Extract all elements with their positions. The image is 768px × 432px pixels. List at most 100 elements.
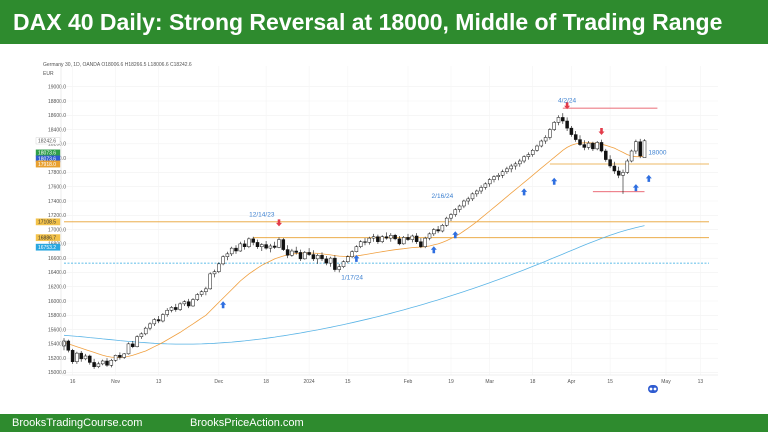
candle — [453, 208, 458, 217]
candle-body-bull — [354, 246, 359, 252]
candle — [113, 354, 118, 362]
candle-body-bear — [324, 258, 329, 264]
candle — [311, 250, 316, 261]
candle — [70, 348, 75, 364]
candle-body-bull — [466, 198, 470, 202]
price-label-text: 16753.2 — [38, 245, 56, 251]
buy-arrow — [452, 231, 459, 239]
price-label-box — [35, 137, 61, 145]
price-label-text: 17918.0 — [38, 162, 56, 168]
candle-body-bull — [457, 205, 462, 210]
candle-body-bear — [66, 340, 71, 351]
candle — [363, 238, 367, 246]
candle — [122, 353, 126, 359]
candle-body-bear — [569, 127, 574, 135]
candle-body-bull — [341, 261, 346, 267]
time-tick: 13 — [156, 379, 162, 385]
candle — [341, 260, 346, 269]
price-tick: 19000.0 — [48, 85, 66, 91]
time-tick: 18 — [530, 379, 536, 385]
candle-body-bull — [401, 237, 406, 245]
time-tick: 18 — [263, 379, 269, 385]
candle — [264, 241, 268, 250]
candle — [165, 308, 169, 317]
candle — [139, 332, 144, 339]
candle — [595, 141, 599, 151]
candle-body-bull — [229, 247, 234, 255]
candle-body-bear — [234, 247, 238, 252]
candle-body-bull — [492, 176, 496, 180]
candle-body-bear — [281, 239, 286, 250]
candle-body-bull — [539, 140, 544, 147]
candle-body-bear — [333, 257, 337, 270]
time-tick: Mar — [485, 379, 494, 385]
candle — [161, 313, 165, 323]
price-label: 18242.6 — [35, 137, 61, 145]
candle — [143, 326, 148, 336]
candle — [109, 358, 114, 368]
candle — [328, 256, 333, 267]
candle — [556, 115, 561, 126]
candle — [449, 213, 453, 221]
candle — [638, 138, 642, 159]
candle-body-bull — [260, 244, 264, 247]
candle — [380, 235, 384, 244]
candle-body-bull — [221, 256, 225, 265]
candle-body-bull — [337, 266, 341, 270]
price-tick: 15000.0 — [48, 370, 66, 376]
candle — [548, 128, 552, 140]
candle — [384, 232, 389, 240]
candle-body-bear — [561, 117, 565, 122]
candle-body-bear — [242, 243, 247, 247]
candle-body-bear — [118, 355, 122, 358]
buy-arrow — [521, 188, 528, 196]
candle — [294, 246, 298, 255]
candle — [552, 121, 556, 131]
candle-body-bear — [320, 255, 324, 260]
chart-settings-button[interactable] — [648, 385, 658, 393]
candle — [75, 351, 79, 364]
price-tick: 15200.0 — [48, 356, 66, 362]
candle — [354, 245, 359, 253]
candle — [148, 322, 152, 331]
candle-body-bear — [612, 165, 617, 172]
candle — [105, 358, 109, 367]
candle — [518, 158, 522, 167]
time-tick: 19 — [448, 379, 454, 385]
candle — [569, 126, 574, 137]
candle — [479, 185, 483, 194]
candle — [440, 223, 445, 233]
footer-brooks-trading-course[interactable]: BrooksTradingCourse.com — [12, 417, 143, 429]
time-tick: May — [661, 379, 671, 385]
candle — [466, 196, 470, 205]
candle — [315, 253, 320, 264]
price-tick: 17000.0 — [48, 227, 66, 233]
candle — [462, 199, 466, 209]
price-label-box — [35, 243, 61, 251]
candle-body-bear — [92, 362, 96, 367]
footer-brooks-price-action[interactable]: BrooksPriceAction.com — [190, 417, 304, 429]
candle — [152, 318, 157, 326]
candle-body-bull — [96, 363, 101, 367]
candle-body-bear — [131, 343, 135, 347]
candle — [156, 316, 161, 324]
candle — [582, 140, 587, 151]
candle — [629, 149, 634, 163]
price-tick: 18200.0 — [48, 142, 66, 148]
candle — [406, 233, 410, 241]
candle — [371, 233, 376, 242]
arrow-shape — [564, 102, 571, 110]
candle — [234, 245, 238, 254]
candle-body-bull — [143, 327, 148, 335]
price-label-text: 16886.7 — [38, 235, 56, 241]
candle — [303, 251, 307, 260]
candle — [457, 204, 462, 213]
price-label-text: 18073.6 — [38, 151, 56, 157]
candle-body-bear — [311, 254, 316, 260]
candle-body-bull — [277, 239, 281, 248]
candle-body-bull — [629, 150, 634, 162]
candle — [397, 236, 402, 246]
ema-20-line — [63, 142, 645, 358]
arrow-shape — [353, 254, 360, 262]
candle — [376, 234, 380, 244]
